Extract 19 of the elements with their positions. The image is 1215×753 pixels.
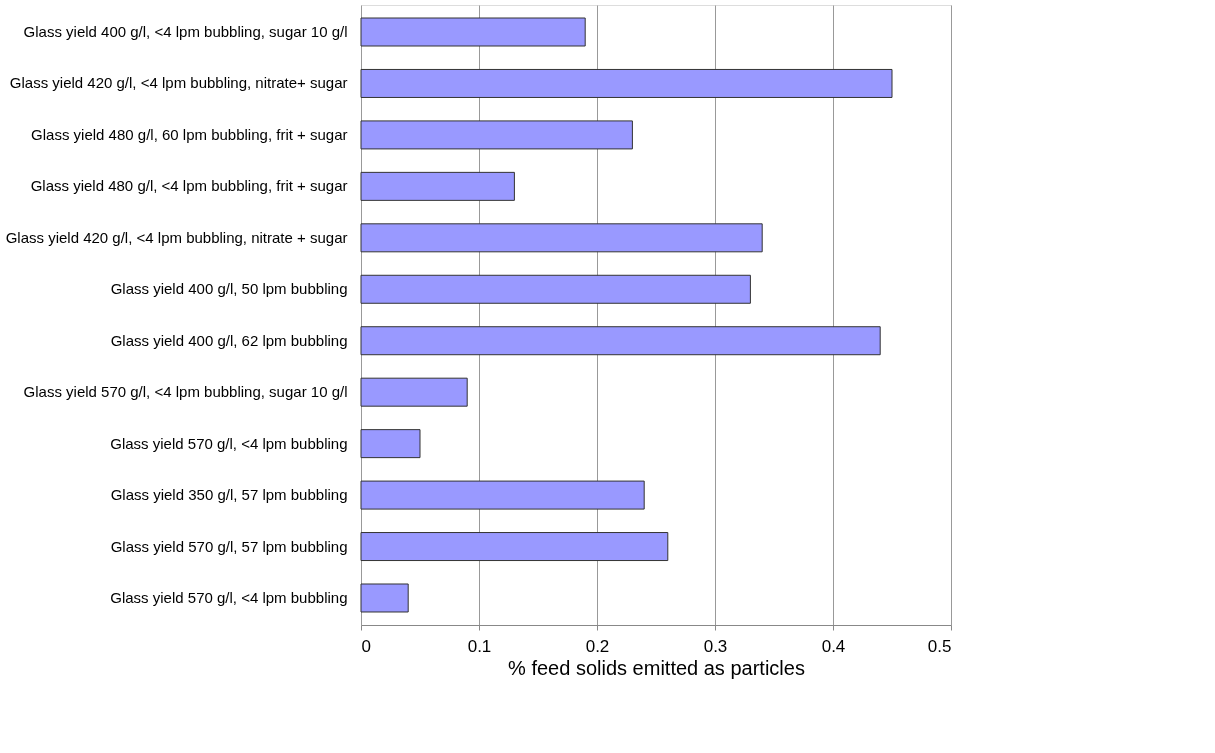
y-tick-label: Glass yield 400 g/l, 50 lpm bubbling — [110, 280, 348, 298]
y-tick-label: Glass yield 420 g/l, <4 lpm bubbling, nitrate+ sugar — [9, 74, 348, 92]
y-tick-label: Glass yield 570 g/l, <4 lpm bubbling, sugar 10 g/l — [23, 383, 348, 401]
y-tick-label: Glass yield 570 g/l, <4 lpm bubbling — [110, 434, 348, 452]
x-tick-label: 0.4 — [821, 636, 846, 656]
y-tick-label: Glass yield 570 g/l, <4 lpm bubbling — [110, 588, 348, 606]
y-tick-label: Glass yield 400 g/l, 62 lpm bubbling — [110, 331, 348, 349]
x-tick-label: 0 — [361, 636, 371, 656]
y-tick-label: Glass yield 480 g/l, <4 lpm bubbling, frit + sugar — [30, 177, 348, 195]
x-tick-label: 0.1 — [467, 636, 492, 656]
y-tick-label: Glass yield 480 g/l, 60 lpm bubbling, frit + sugar — [31, 125, 348, 143]
x-tick-label: 0.3 — [703, 636, 728, 656]
x-tick-label: 0.5 — [927, 636, 952, 656]
y-tick-label: Glass yield 350 g/l, 57 lpm bubbling — [110, 486, 348, 504]
y-tick-label: Glass yield 570 g/l, 57 lpm bubbling — [110, 537, 348, 555]
y-tick-label: Glass yield 420 g/l, <4 lpm bubbling, nitrate + sugar — [5, 228, 348, 246]
y-tick-label: Glass yield 400 g/l, <4 lpm bubbling, sugar 10 g/l — [23, 23, 348, 41]
x-axis-title: % feed solids emitted as particles — [508, 656, 805, 679]
x-tick-label: 0.2 — [585, 636, 610, 656]
